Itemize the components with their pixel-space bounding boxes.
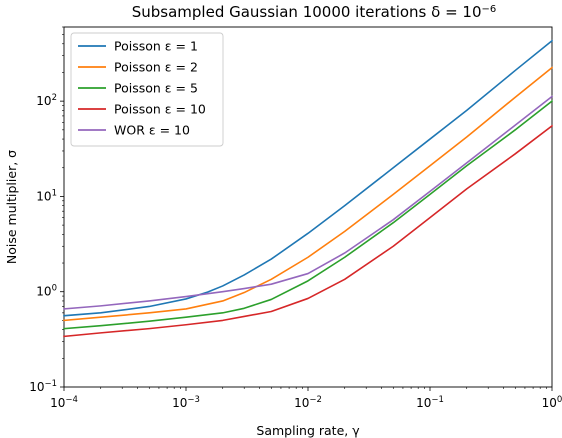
x-axis-label: Sampling rate, γ: [256, 423, 360, 438]
y-tick-label: 102: [36, 93, 57, 108]
chart-title-exponent: −6: [482, 4, 497, 15]
chart-title: Subsampled Gaussian 10000 iterations δ =…: [132, 3, 497, 21]
y-axis-label: Noise multiplier, σ: [4, 150, 19, 264]
x-tick-label: 10−4: [50, 395, 78, 410]
y-tick-label: 10−1: [29, 379, 57, 394]
axis-ticks: 10−4 10−3 10−2 10−1 100 10−1 100 101 102: [29, 26, 562, 410]
series-line-2: [63, 66, 554, 322]
legend-entry-3: Poisson ε = 5: [114, 81, 198, 96]
legend-entry-2: Poisson ε = 2: [114, 60, 198, 75]
legend-entry-1: Poisson ε = 1: [114, 39, 198, 54]
legend-entry-5: WOR ε = 10: [114, 123, 190, 138]
series-line-1: [63, 39, 554, 317]
series-line-4: [63, 124, 554, 338]
legend: Poisson ε = 1 Poisson ε = 2 Poisson ε = 5 P…: [70, 32, 224, 147]
y-tick-label: 101: [36, 188, 57, 203]
x-tick-label: 100: [542, 395, 562, 410]
series-line-5: [63, 95, 554, 310]
series-line-3: [63, 100, 554, 330]
x-tick-label: 10−1: [416, 395, 444, 410]
legend-entry-4: Poisson ε = 10: [114, 102, 206, 117]
legend-box: [70, 32, 224, 147]
x-tick-label: 10−3: [172, 395, 200, 410]
series-layer: [63, 39, 554, 338]
x-tick-label: 10−2: [294, 395, 322, 410]
y-tick-label: 100: [36, 284, 57, 299]
